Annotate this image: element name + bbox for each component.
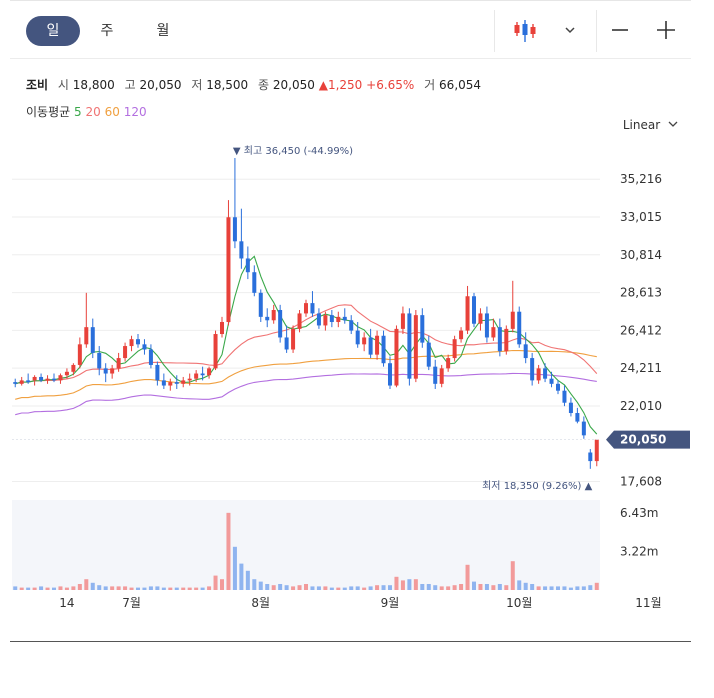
ma-legend: 이동평균 5 20 60 120 [26,103,147,120]
toolbar-divider [494,10,495,52]
zoom-in-button[interactable] [652,16,680,44]
high-value: 20,050 [139,78,182,92]
open-label: 시 [57,78,69,92]
high-label: 고 [124,78,136,92]
low-label: 저 [191,78,203,92]
period-month-button[interactable]: 월 [156,23,170,39]
ma-120: 120 [123,105,147,119]
ohlc-summary: 조비 시 18,800 고 20,050 저 18,500 종 20,050 ▲… [26,76,481,93]
low-value: 18,500 [206,78,249,92]
volume-label: 거 [424,78,436,92]
change-pct: +6.65% [366,78,415,92]
toolbar-divider [596,10,597,52]
close-label: 종 [258,78,270,92]
ma-5: 5 [74,105,82,119]
chart-type-button[interactable] [506,14,580,48]
candlestick-icon [514,20,536,42]
minus-icon [612,29,628,31]
scale-dropdown[interactable]: Linear [623,118,678,132]
close-value: 20,050 [272,78,315,92]
volume-panel-label: 거래량 66,054 [26,506,109,523]
chevron-down-icon [668,121,678,127]
plus-icon [657,21,675,39]
period-day-button[interactable]: 일 [26,16,80,46]
open-value: 18,800 [72,78,115,92]
volume-panel-title: 거래량 [26,508,60,522]
volume-value: 66,054 [439,78,482,92]
volume-panel-value: 66,054 [62,508,110,522]
stock-name: 조비 [26,78,49,92]
ma-60: 60 [104,105,120,119]
ma-20: 20 [85,105,101,119]
chart-toolbar: 일 주 월 [10,2,691,59]
scale-label: Linear [622,118,661,132]
change-value: ▲1,250 [318,78,363,92]
chart-frame [10,0,691,642]
chevron-down-icon [565,27,575,34]
zoom-out-button[interactable] [606,16,634,44]
ma-legend-label: 이동평균 [26,105,71,119]
period-week-button[interactable]: 주 [100,23,114,39]
